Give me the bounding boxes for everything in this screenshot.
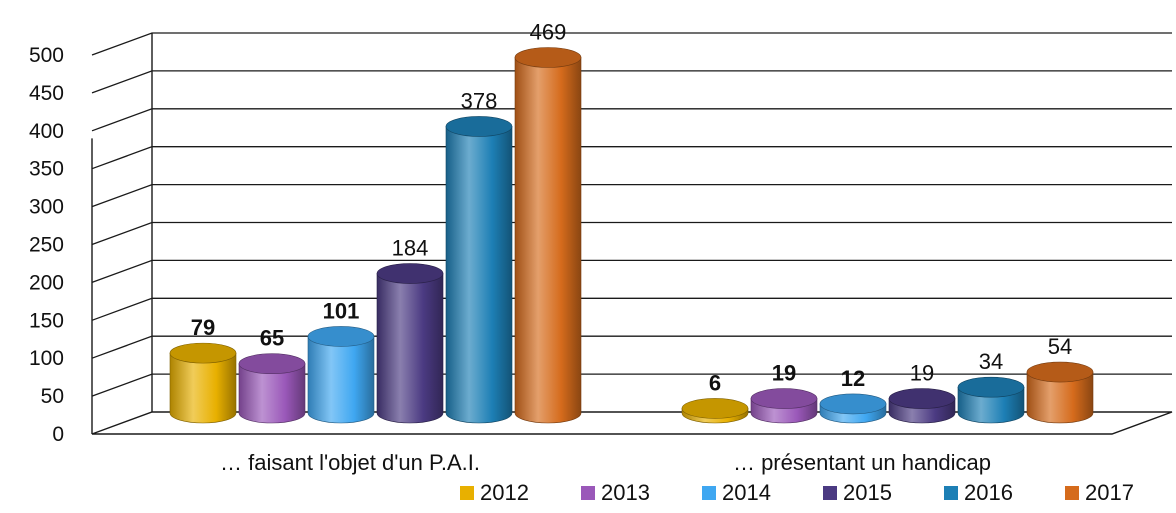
bar-2017-pai [514, 47, 582, 424]
data-label: 469 [530, 19, 567, 44]
legend-item-2013: 2013 [581, 480, 650, 505]
y-tick-label: 200 [29, 271, 64, 294]
bar-2016-pai [445, 116, 513, 424]
legend-item-2017: 2017 [1065, 480, 1134, 505]
legend-item-2016: 2016 [944, 480, 1013, 505]
y-tick-label: 350 [29, 158, 64, 181]
y-tick-label: 150 [29, 309, 64, 332]
y-tick-label: 50 [41, 385, 64, 408]
bar-2015-handicap [888, 388, 956, 424]
y-tick-label: 300 [29, 196, 64, 219]
legend-label: 2012 [480, 480, 529, 505]
gridline [91, 70, 1172, 94]
legend-label: 2015 [843, 480, 892, 505]
data-label: 34 [979, 349, 1003, 374]
y-tick-label: 450 [29, 82, 64, 105]
bar-2014-pai [307, 326, 375, 424]
data-label: 101 [323, 298, 360, 323]
bar-2014-handicap [819, 393, 887, 424]
legend-swatch [702, 486, 716, 500]
data-label: 65 [260, 326, 284, 351]
y-tick-label: 0 [52, 423, 64, 446]
legend-swatch [944, 486, 958, 500]
legend-label: 2013 [601, 480, 650, 505]
gridline [91, 221, 1172, 246]
x-category-label: … présentant un handicap [733, 450, 991, 475]
x-category-label: … faisant l'objet d'un P.A.I. [220, 450, 480, 475]
gridline [91, 297, 1172, 321]
bar-2015-pai [376, 263, 444, 424]
y-tick-label: 100 [29, 347, 64, 370]
data-label: 12 [841, 366, 865, 391]
bar-2012-handicap [681, 398, 749, 424]
legend-swatch [1065, 486, 1079, 500]
legend-label: 2017 [1085, 480, 1134, 505]
y-tick-label: 500 [29, 44, 64, 67]
data-label: 184 [392, 236, 429, 261]
legend-item-2015: 2015 [823, 480, 892, 505]
gridline [91, 335, 1172, 359]
legend-label: 2014 [722, 480, 771, 505]
bar-2013-pai [238, 353, 306, 424]
data-label: 79 [191, 315, 215, 340]
data-label: 19 [910, 361, 934, 386]
data-label: 378 [461, 88, 498, 113]
legend-swatch [823, 486, 837, 500]
legend-label: 2016 [964, 480, 1013, 505]
data-label: 54 [1048, 334, 1072, 359]
y-tick-label: 400 [29, 120, 64, 143]
legend-swatch [460, 486, 474, 500]
gridline [91, 373, 1172, 397]
gridline [91, 108, 1172, 132]
bar-2013-handicap [750, 388, 818, 424]
bar-2016-handicap [957, 376, 1025, 424]
y-tick-label: 250 [29, 234, 64, 257]
data-label: 6 [709, 370, 721, 395]
bar-2017-handicap [1026, 361, 1094, 424]
legend-item-2014: 2014 [702, 480, 771, 505]
bar-2012-pai [169, 342, 237, 424]
legend-swatch [581, 486, 595, 500]
gridline [91, 259, 1172, 284]
legend-item-2012: 2012 [460, 480, 529, 505]
gridline [91, 183, 1172, 208]
data-label: 19 [772, 361, 796, 386]
gridline [91, 146, 1172, 170]
gridline [91, 32, 1172, 56]
